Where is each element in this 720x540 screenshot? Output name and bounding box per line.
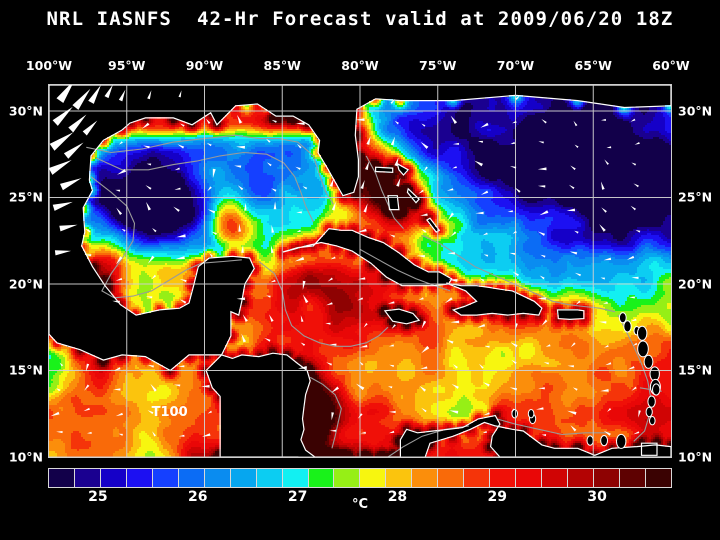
longitude-axis: 100°W 95°W 90°W 85°W 80°W 75°W 70°W 65°W 60°W [26,58,690,76]
colorbar-cell [204,469,231,487]
colorbar-tick: 30 [587,489,607,505]
lon-tick-label: 100°W [25,58,73,73]
lat-tick-label: 30°N [678,103,713,119]
latitude-axis-left: 30°N 25°N 20°N 15°N 10°N [0,84,48,464]
lat-tick-label: 10°N [678,449,713,465]
lon-tick-label: 70°W [496,58,535,73]
lon-tick-label: 95°W [108,58,146,73]
lat-tick-label: 15°N [8,362,43,378]
colorbar-cell [412,469,439,487]
colorbar-cell [152,469,179,487]
colorbar-cell [230,469,257,487]
colorbar-cell [308,469,335,487]
lat-tick-label: 30°N [8,103,43,119]
colorbar-cell [74,469,101,487]
lat-tick-label: 20°N [678,276,713,292]
colorbar-cell [256,469,283,487]
colorbar-tick: 28 [387,489,408,505]
lon-tick-label: 85°W [263,58,301,73]
colorbar-tick: 29 [487,489,508,505]
colorbar-cell [490,469,517,487]
sst-field [49,85,671,457]
colorbar-cell [464,469,491,487]
figure-title: NRL IASNFS 42-Hr Forecast valid at 2009/… [46,8,674,30]
colorbar-cell [386,469,413,487]
lat-tick-label: 10°N [8,449,43,465]
map-plot-area: T100 [48,84,672,458]
colorbar-cell [49,469,75,487]
colorbar-tick-labels: 25 26 27 28 29 30 [48,489,672,507]
colorbar-cell [126,469,153,487]
colorbar-cell [516,469,543,487]
latitude-axis-right: 30°N 25°N 20°N 15°N 10°N [672,84,720,464]
lon-tick-label: 80°W [341,58,379,73]
coastline [49,85,671,457]
lon-tick-label: 60°W [652,58,690,73]
lon-tick-label: 90°W [185,58,224,73]
colorbar-tick: 26 [188,489,208,505]
lon-tick-label: 65°W [574,58,612,73]
colorbar-cell [360,469,387,487]
colorbar-cell [282,469,309,487]
colorbar [48,468,672,488]
colorbar-tick: 25 [88,489,108,505]
lat-tick-label: 20°N [8,276,43,292]
map-annotation: T100 [151,404,188,420]
colorbar-tick: 27 [287,489,308,505]
colorbar-cell [645,469,671,487]
colorbar-cell [178,469,205,487]
colorbar-cell [594,469,620,487]
lat-lon-grid [49,85,671,457]
lat-tick-label: 15°N [678,362,713,378]
lon-tick-label: 75°W [419,58,457,73]
colorbar-cell [619,469,646,487]
colorbar-container: 25 26 27 28 29 30 [48,468,672,505]
colorbar-cell [568,469,595,487]
colorbar-cell [438,469,465,487]
map-canvas [49,85,671,457]
lat-tick-label: 25°N [678,189,713,205]
colorbar-cell [100,469,127,487]
current-vectors [49,85,641,437]
lat-tick-label: 25°N [8,189,43,205]
colorbar-cell [334,469,361,487]
colorbar-units-label: °C [351,497,369,512]
colorbar-cell [542,469,569,487]
